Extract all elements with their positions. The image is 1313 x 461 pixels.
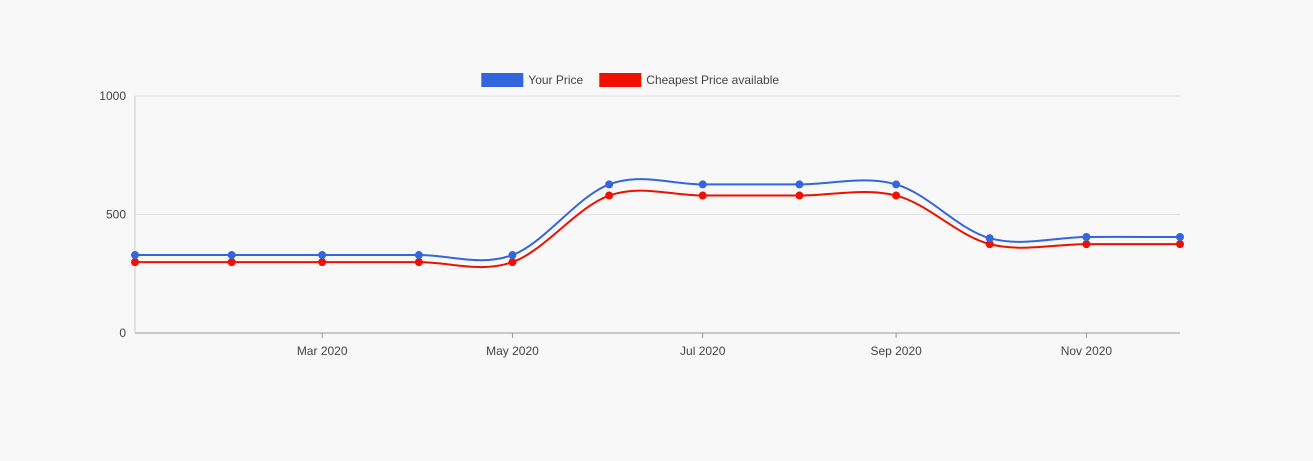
data-point-your-price[interactable]: [892, 180, 901, 189]
data-point-cheapest-price-available[interactable]: [508, 258, 517, 267]
x-tick-label: Sep 2020: [870, 344, 922, 358]
data-point-cheapest-price-available[interactable]: [1082, 240, 1091, 249]
legend-swatch: [599, 73, 642, 87]
series-line-cheapest-price-available: [135, 189, 1180, 269]
y-tick-label: 1000: [99, 89, 126, 103]
y-tick-label: 0: [119, 326, 126, 340]
data-point-your-price[interactable]: [795, 180, 804, 189]
data-point-cheapest-price-available[interactable]: [985, 240, 994, 249]
x-tick-label: Mar 2020: [297, 344, 348, 358]
data-point-your-price[interactable]: [131, 251, 139, 260]
data-point-your-price[interactable]: [698, 180, 707, 189]
data-point-your-price[interactable]: [508, 251, 517, 260]
x-tick-label: Nov 2020: [1061, 344, 1113, 358]
data-point-your-price[interactable]: [227, 251, 236, 260]
series-group: [131, 178, 1184, 269]
data-point-your-price[interactable]: [318, 251, 327, 260]
data-point-your-price[interactable]: [1082, 233, 1091, 242]
legend-item[interactable]: Your Price: [481, 73, 584, 87]
data-point-cheapest-price-available[interactable]: [605, 191, 614, 200]
data-point-your-price[interactable]: [605, 180, 614, 189]
series-cheapest-price-available: [131, 189, 1184, 269]
data-point-cheapest-price-available[interactable]: [227, 258, 236, 267]
data-point-cheapest-price-available[interactable]: [795, 191, 804, 200]
x-tick-label: Jul 2020: [680, 344, 726, 358]
series-line-your-price: [134, 178, 1181, 262]
legend-item[interactable]: Cheapest Price available: [599, 73, 779, 87]
data-point-cheapest-price-available[interactable]: [1176, 240, 1184, 249]
legend-label: Your Price: [528, 73, 583, 87]
data-point-your-price[interactable]: [414, 251, 423, 260]
legend-swatch: [481, 73, 524, 87]
series-your-price: [131, 178, 1184, 262]
axes: 0 500 1000 Mar 2020 May 2020 Jul 2020 Sep 2020…: [99, 89, 1112, 358]
data-point-cheapest-price-available[interactable]: [414, 258, 423, 267]
data-point-your-price[interactable]: [1176, 233, 1184, 242]
y-tick-label: 500: [106, 208, 126, 222]
legend-label: Cheapest Price available: [646, 73, 779, 87]
data-point-cheapest-price-available[interactable]: [318, 258, 327, 267]
legend: Your Price Cheapest Price available: [481, 73, 779, 87]
data-point-cheapest-price-available[interactable]: [698, 191, 707, 200]
x-tick-label: May 2020: [486, 344, 539, 358]
data-point-cheapest-price-available[interactable]: [131, 258, 139, 267]
gridlines: [135, 95, 1180, 334]
data-point-your-price[interactable]: [985, 234, 994, 243]
data-point-cheapest-price-available[interactable]: [892, 191, 901, 200]
